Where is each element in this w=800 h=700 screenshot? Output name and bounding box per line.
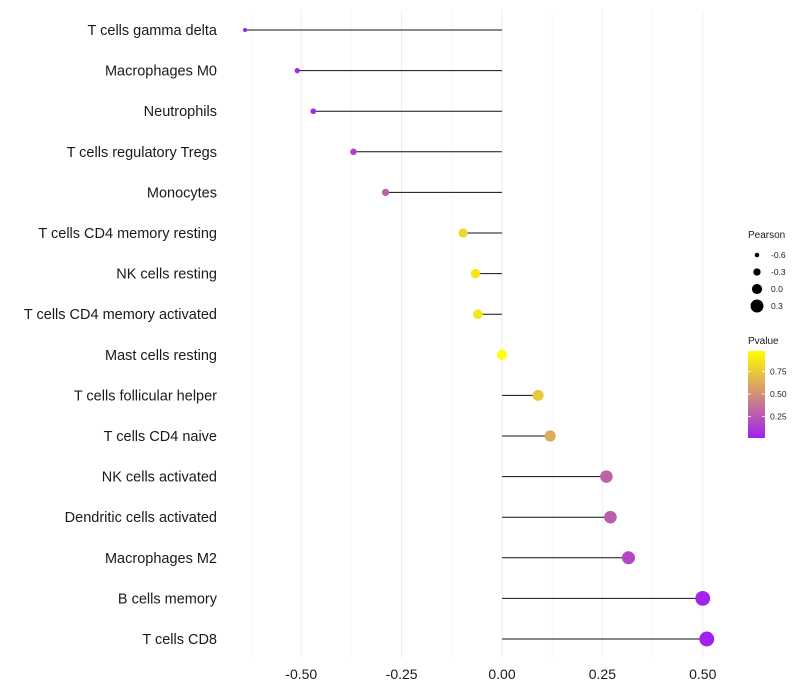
data-point [544,430,556,442]
y-axis-labels: T cells gamma delta Macrophages M0 Neutrop… [24,23,218,648]
legend-pearson: Pearson -0.6 -0.3 0.0 0.3 [748,230,786,313]
legend-size-key [751,283,763,295]
legend-pearson-title: Pearson [748,230,785,241]
y-tick-label: T cells gamma delta [88,23,218,39]
y-tick-label: T cells regulatory Tregs [67,145,217,161]
y-tick-label: Neutrophils [144,104,217,120]
data-point [604,510,617,524]
y-tick-label: Mast cells resting [105,348,217,364]
data-point [699,631,715,647]
data-point [600,470,613,483]
legend-size-label: 0.3 [771,301,783,311]
data-point [532,389,544,401]
y-tick-label: T cells CD8 [142,632,217,648]
grid-lines [250,10,704,658]
legend-size-key [753,268,761,276]
data-point [458,228,468,238]
data-point [294,67,300,74]
data-point [350,148,357,156]
data-point [381,188,390,197]
legend-size-label: -0.6 [771,250,786,260]
colorbar-label: 0.75 [770,367,787,377]
legend-size-key [750,299,764,313]
data-point [470,268,481,279]
legend-pvalue-title: Pvalue [748,336,779,347]
y-tick-label: NK cells activated [102,470,217,486]
legend-size-label: -0.3 [771,267,786,277]
data-point [496,349,508,360]
x-tick-label: -0.50 [285,666,317,682]
data-point [695,590,711,606]
y-tick-label: NK cells resting [116,267,217,283]
data-point [310,108,317,115]
data-point [242,27,248,33]
x-axis-labels: -0.50 -0.25 0.00 0.25 0.50 [285,666,716,682]
y-tick-label: T cells CD4 memory resting [38,226,217,242]
y-tick-label: Monocytes [147,185,217,201]
x-tick-label: 0.25 [589,666,616,682]
x-tick-label: 0.50 [689,666,716,682]
points [242,27,715,647]
pvalue-colorbar [748,351,765,438]
legend-size-label: 0.0 [771,284,783,294]
colorbar-label: 0.50 [770,389,787,399]
y-tick-label: T cells CD4 memory activated [24,307,217,323]
y-tick-label: Macrophages M0 [105,64,217,80]
y-tick-label: T cells follicular helper [74,388,217,404]
data-point [621,551,636,565]
y-tick-label: Macrophages M2 [105,551,217,567]
colorbar-label: 0.25 [770,411,787,421]
y-tick-label: B cells memory [118,591,218,607]
x-tick-label: 0.00 [488,666,515,682]
legend-size-key [754,252,760,258]
data-point [473,309,483,319]
y-tick-label: Dendritic cells activated [65,510,217,526]
stems [245,29,707,640]
y-tick-label: T cells CD4 naive [104,429,217,445]
legend-pvalue: Pvalue 0.75 0.50 0.25 [748,336,787,438]
x-tick-label: -0.25 [386,666,418,682]
